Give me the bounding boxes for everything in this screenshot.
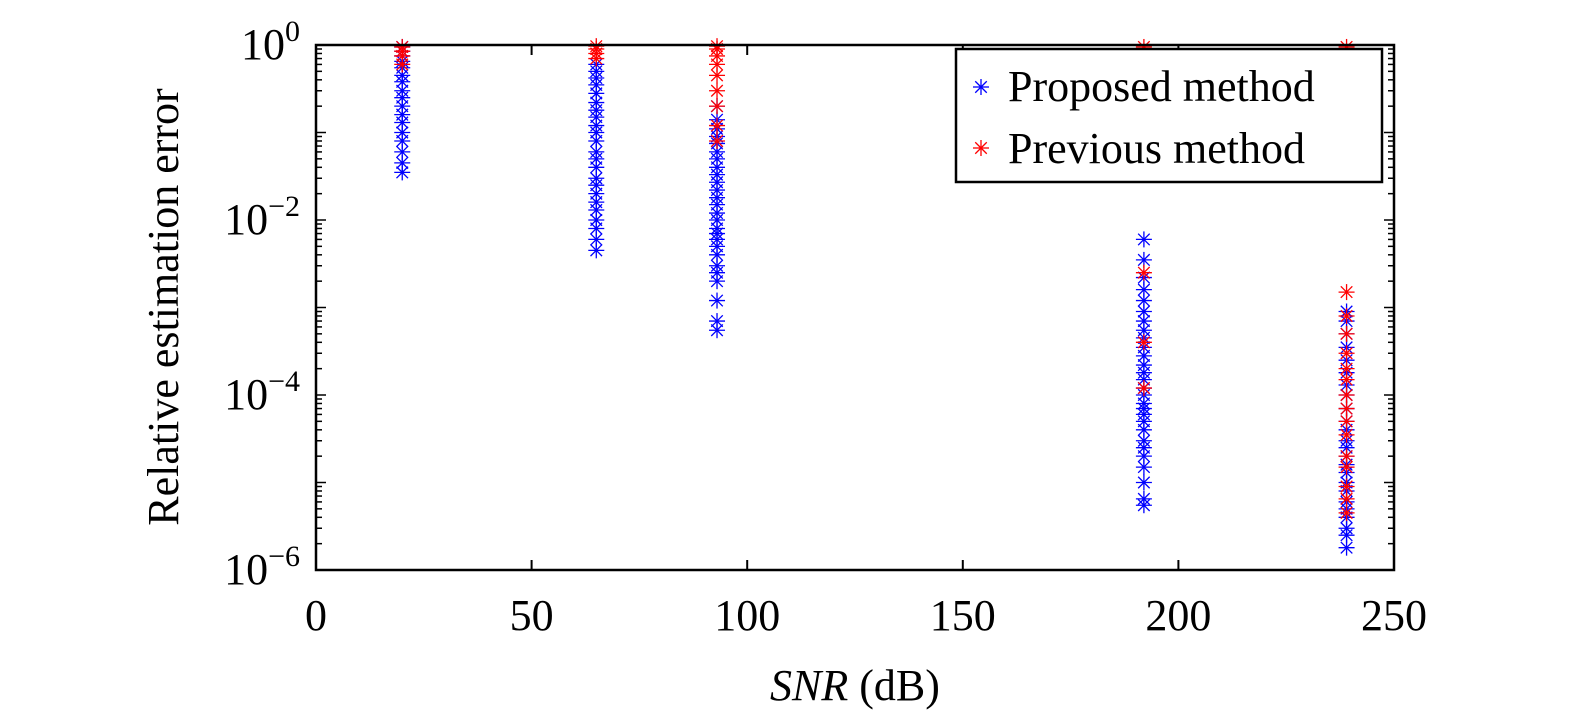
previous-method-point: [1338, 345, 1355, 362]
proposed-method-point: [1338, 520, 1355, 537]
y-tick-label: 10−2: [224, 190, 300, 244]
previous-method-point: [1135, 380, 1152, 397]
previous-method-point: [709, 132, 726, 149]
plot-frame: [314, 43, 1396, 572]
x-axis-label-italic: SNR: [770, 661, 848, 710]
previous-method-point: [1338, 504, 1355, 521]
previous-method-point: [1338, 426, 1355, 443]
previous-method-point: [1338, 360, 1355, 377]
y-tick-labels: 100 10−2 10−4 10−6: [224, 15, 300, 594]
previous-method-point: [1338, 448, 1355, 465]
x-tick-label: 200: [1145, 591, 1211, 640]
proposed-method-point: [588, 212, 605, 228]
x-tick-label: 150: [930, 591, 996, 640]
proposed-method-point: [588, 231, 605, 248]
proposed-method-point: [588, 170, 605, 187]
legend-box: [954, 47, 1384, 184]
proposed-method-point: [588, 143, 605, 160]
x-tick-label: 100: [714, 591, 780, 640]
x-tick-label: 50: [510, 591, 554, 640]
previous-method-point: [1338, 307, 1355, 324]
legend-asterisk-previous: [973, 140, 989, 156]
y-axis-label: Relative estimation error: [139, 88, 188, 526]
proposed-method-point: [709, 313, 726, 330]
proposed-method-point: [1135, 281, 1152, 298]
previous-method-point: [1338, 325, 1355, 342]
x-axis-label: SNR (dB): [770, 661, 940, 710]
previous-method-point: [1338, 387, 1355, 403]
previous-method-point: [1135, 264, 1152, 281]
y-tick-label: 10−6: [224, 540, 300, 594]
previous-method-point: [709, 98, 726, 115]
proposed-method-point: [1135, 474, 1152, 491]
proposed-method-point: [709, 292, 726, 309]
legend-marker-proposed: [973, 79, 989, 95]
previous-method-point: [709, 117, 726, 134]
y-tick-label: 100: [241, 15, 300, 69]
previous-method-point: [709, 82, 726, 99]
previous-method-point: [1135, 334, 1152, 351]
proposed-method-point: [1135, 231, 1152, 248]
legend-marker-previous: [973, 140, 989, 156]
previous-method-point: [1338, 284, 1355, 301]
previous-method-point: [1338, 478, 1355, 495]
x-tick-label: 0: [305, 591, 327, 640]
proposed-method-point: [1135, 490, 1152, 507]
data-points: [394, 38, 1355, 556]
previous-method-point: [394, 38, 411, 55]
y-tick-label: 10−4: [224, 365, 300, 419]
previous-method-point: [1338, 400, 1355, 417]
x-tick-labels: 0 50 100 150 200 250: [305, 591, 1427, 640]
x-axis-label-unit: (dB): [848, 661, 940, 710]
x-tick-label: 250: [1361, 591, 1427, 640]
legend-asterisk-proposed: [973, 79, 989, 95]
legend-label-previous: Previous method: [1008, 124, 1305, 173]
legend-label-proposed: Proposed method: [1008, 62, 1315, 111]
legend: Proposed method Previous method: [954, 47, 1384, 184]
